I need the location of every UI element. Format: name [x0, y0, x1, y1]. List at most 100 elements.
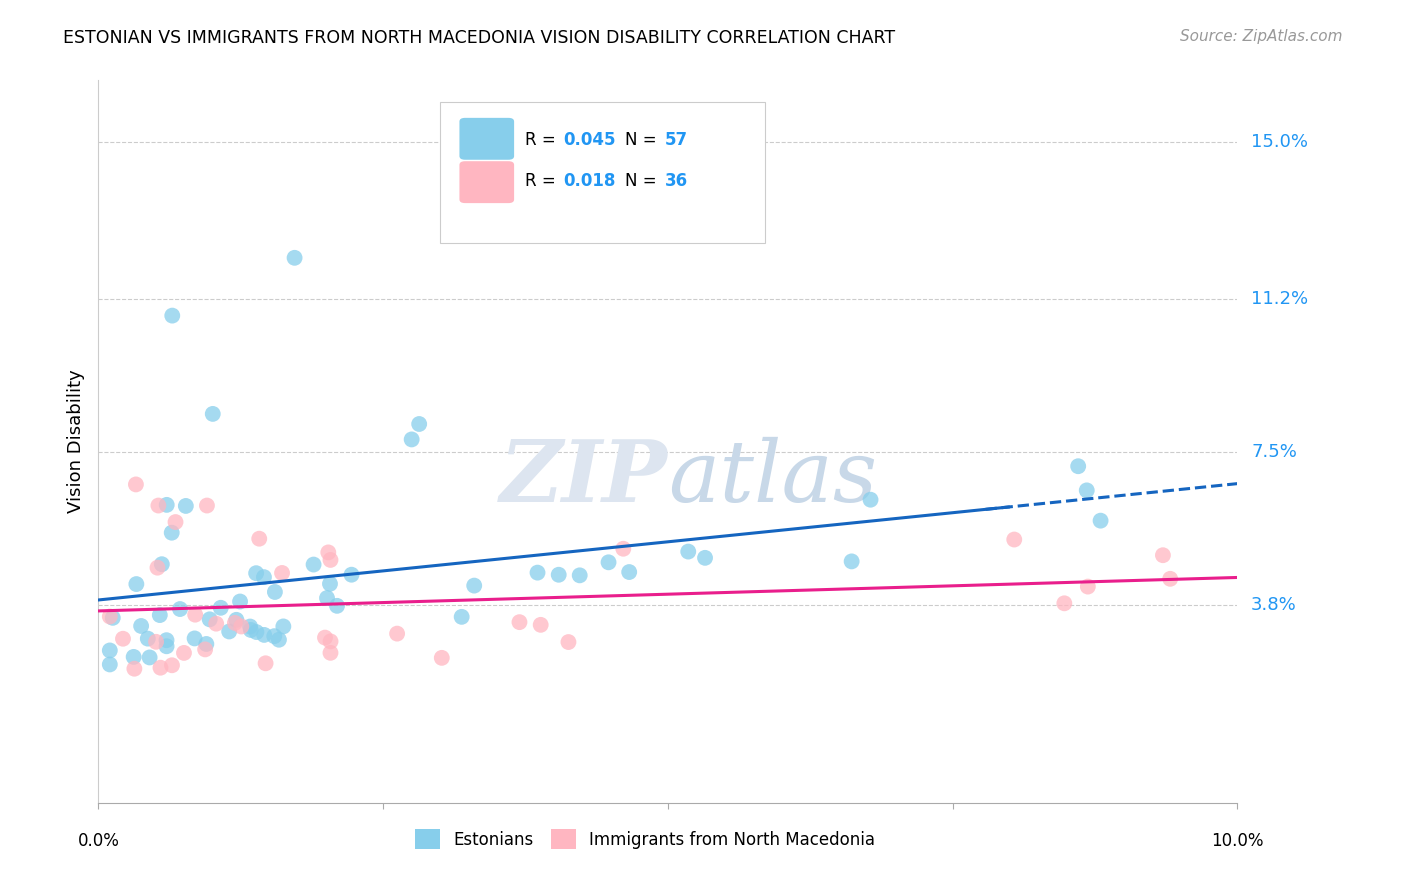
Point: [101, 611, 124, 625]
Point: [122, 649, 145, 664]
Text: R =: R =: [526, 130, 561, 149]
Point: [557, 635, 579, 649]
Point: [408, 417, 430, 431]
Point: [508, 615, 530, 629]
Point: [526, 566, 548, 580]
Point: [401, 433, 423, 447]
Point: [245, 625, 267, 640]
Text: 0.018: 0.018: [562, 172, 616, 190]
Text: 7.5%: 7.5%: [1251, 442, 1298, 461]
Point: [129, 619, 152, 633]
Point: [841, 554, 863, 568]
Point: [201, 407, 224, 421]
Point: [239, 623, 262, 637]
Point: [124, 662, 146, 676]
Point: [314, 631, 336, 645]
Point: [160, 525, 183, 540]
Point: [385, 626, 408, 640]
Text: 0.045: 0.045: [562, 130, 616, 149]
Text: ESTONIAN VS IMMIGRANTS FROM NORTH MACEDONIA VISION DISABILITY CORRELATION CHART: ESTONIAN VS IMMIGRANTS FROM NORTH MACEDO…: [63, 29, 896, 46]
Point: [125, 477, 148, 491]
Text: Source: ZipAtlas.com: Source: ZipAtlas.com: [1180, 29, 1343, 44]
Point: [225, 613, 247, 627]
Text: 3.8%: 3.8%: [1251, 596, 1296, 614]
Point: [245, 566, 267, 581]
Point: [318, 545, 340, 559]
Point: [1090, 514, 1112, 528]
Point: [247, 532, 270, 546]
Point: [194, 642, 217, 657]
Point: [183, 632, 205, 646]
Point: [693, 550, 716, 565]
Point: [231, 619, 253, 633]
FancyBboxPatch shape: [440, 102, 765, 243]
Point: [98, 657, 121, 672]
Point: [612, 541, 634, 556]
Point: [209, 600, 232, 615]
Point: [195, 499, 218, 513]
Point: [136, 632, 159, 646]
Point: [430, 650, 453, 665]
Point: [1067, 459, 1090, 474]
Point: [463, 579, 485, 593]
Point: [273, 619, 295, 633]
Point: [229, 594, 252, 608]
Point: [326, 599, 349, 613]
Point: [218, 624, 240, 639]
Point: [319, 634, 342, 648]
Point: [1077, 580, 1099, 594]
Point: [1159, 572, 1181, 586]
Point: [302, 558, 325, 572]
Text: 10.0%: 10.0%: [1211, 831, 1264, 850]
Point: [253, 570, 276, 584]
Point: [619, 565, 641, 579]
Text: N =: N =: [624, 172, 661, 190]
Text: 57: 57: [665, 130, 688, 149]
Point: [160, 658, 183, 673]
Point: [125, 577, 148, 591]
Text: ZIP: ZIP: [501, 436, 668, 519]
Point: [149, 661, 172, 675]
Y-axis label: Vision Disability: Vision Disability: [66, 369, 84, 514]
Point: [340, 567, 363, 582]
Point: [1002, 533, 1025, 547]
FancyBboxPatch shape: [460, 118, 515, 160]
Point: [253, 628, 276, 642]
Point: [174, 499, 197, 513]
Text: 15.0%: 15.0%: [1251, 133, 1308, 152]
Point: [1053, 596, 1076, 610]
Point: [319, 553, 342, 567]
Point: [98, 609, 121, 624]
Point: [271, 566, 294, 580]
Point: [239, 619, 262, 633]
Point: [155, 633, 177, 648]
Point: [1152, 548, 1174, 562]
Point: [156, 498, 179, 512]
Point: [267, 632, 290, 647]
Point: [1076, 483, 1098, 498]
Point: [198, 612, 221, 626]
Point: [162, 309, 184, 323]
Point: [319, 576, 342, 591]
Point: [598, 555, 620, 569]
Text: 11.2%: 11.2%: [1251, 290, 1309, 308]
Point: [111, 632, 134, 646]
Point: [568, 568, 591, 582]
Text: 0.0%: 0.0%: [77, 831, 120, 850]
Point: [195, 637, 218, 651]
Point: [173, 646, 195, 660]
Point: [138, 650, 160, 665]
Point: [148, 499, 170, 513]
Point: [146, 560, 169, 574]
Legend: Estonians, Immigrants from North Macedonia: Estonians, Immigrants from North Macedon…: [409, 822, 882, 856]
Point: [263, 629, 285, 643]
Point: [859, 492, 882, 507]
Point: [155, 640, 177, 654]
Text: 36: 36: [665, 172, 688, 190]
Point: [254, 657, 277, 671]
Point: [169, 602, 191, 616]
Text: atlas: atlas: [668, 436, 877, 519]
Text: R =: R =: [526, 172, 561, 190]
Point: [184, 607, 207, 622]
FancyBboxPatch shape: [460, 161, 515, 203]
